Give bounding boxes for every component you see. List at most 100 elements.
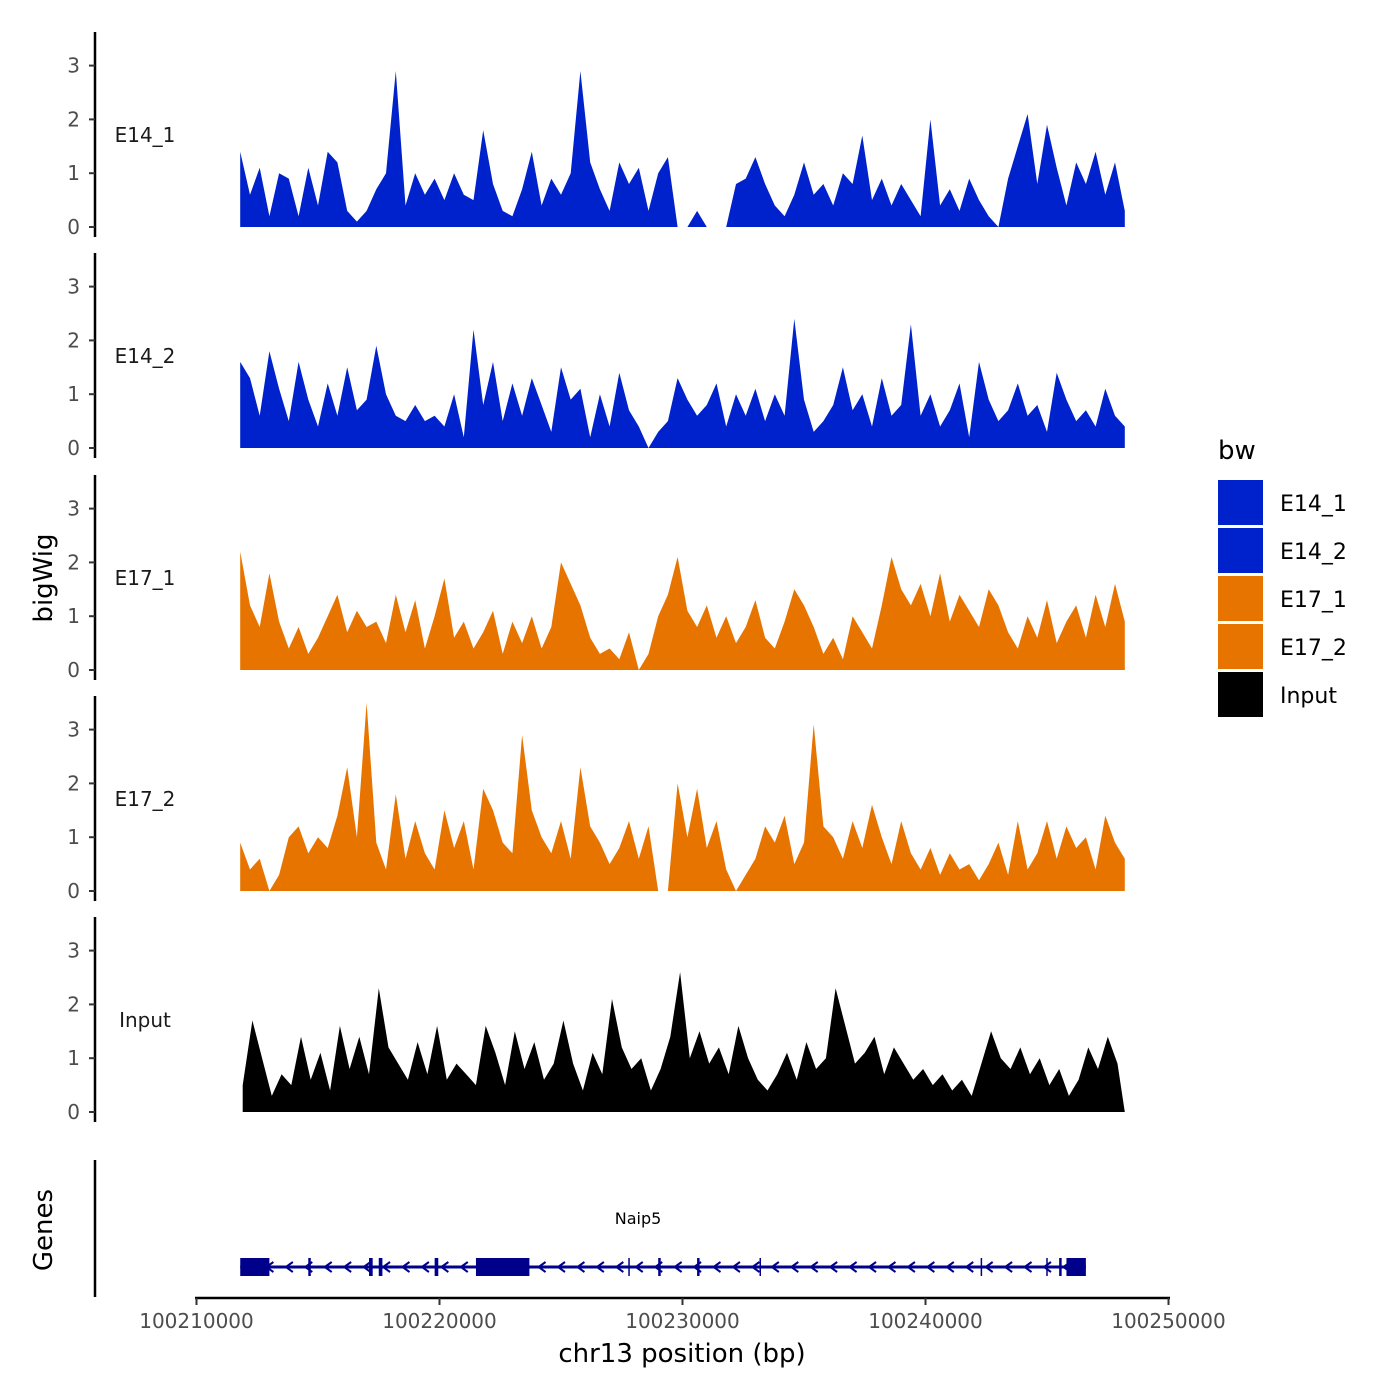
y-tick-label: 0	[67, 215, 80, 239]
gene-exon	[240, 1258, 270, 1276]
signal-tracks: 0 1 2 3 E14_1 0 1 2 3 E14_2 0 1 2 3 E17_1 0 1 2 3 E17_2 0 1 2 3…	[67, 32, 1125, 1124]
strand-arrow	[945, 1261, 955, 1273]
track-label: Input	[119, 1008, 171, 1032]
strand-arrow	[361, 1261, 372, 1273]
gene-track: Naip5	[93, 1160, 1086, 1297]
x-axis-title: chr13 position (bp)	[558, 1339, 805, 1369]
strand-arrow	[847, 1261, 858, 1273]
track-e14_1: 0 1 2 3 E14_1	[67, 32, 1125, 239]
x-tick-label: 100250000	[1111, 1309, 1226, 1333]
track-label: E17_2	[115, 787, 176, 811]
gene-exon	[475, 1258, 530, 1276]
gene-exon	[434, 1258, 439, 1276]
y-tick-label: 3	[67, 54, 80, 78]
y-tick-label: 3	[67, 497, 80, 521]
legend-title: bw	[1218, 436, 1256, 466]
gene-exon	[658, 1258, 661, 1276]
strand-arrow	[750, 1261, 760, 1273]
gene-exon	[378, 1258, 383, 1276]
strand-arrow	[1022, 1261, 1033, 1273]
y-axis-title: bigWig	[29, 533, 59, 622]
y-tick-label: 0	[67, 1100, 80, 1124]
strand-arrow	[1003, 1261, 1013, 1273]
x-tick-label: 100240000	[868, 1309, 983, 1333]
y-tick-label: 2	[67, 328, 80, 352]
legend-label-e14_2: E14_2	[1280, 540, 1347, 565]
strand-arrow	[595, 1261, 605, 1273]
y-tick-label: 1	[67, 382, 80, 406]
gene-exon	[697, 1258, 700, 1276]
track-label: E14_2	[115, 344, 176, 368]
track-label: E14_1	[115, 123, 176, 147]
strand-arrow	[536, 1261, 547, 1273]
x-tick-label: 100220000	[382, 1309, 497, 1333]
strand-arrow	[808, 1261, 819, 1273]
legend-swatch-e17_2	[1218, 624, 1263, 669]
strand-arrow	[1042, 1261, 1052, 1273]
strand-arrow	[906, 1261, 916, 1273]
y-tick-label: 0	[67, 879, 80, 903]
strand-arrow	[400, 1261, 411, 1273]
strand-arrow	[322, 1261, 333, 1273]
x-tick-label: 100230000	[625, 1309, 740, 1333]
y-tick-label: 0	[67, 658, 80, 682]
track-e14_2: 0 1 2 3 E14_2	[67, 253, 1125, 460]
strand-arrow	[711, 1261, 722, 1273]
y-tick-label: 2	[67, 550, 80, 574]
strand-arrow	[575, 1261, 586, 1273]
strand-arrow	[459, 1261, 469, 1273]
y-tick-label: 3	[67, 939, 80, 963]
y-tick-label: 3	[67, 718, 80, 742]
legend-label-e14_1: E14_1	[1280, 492, 1347, 517]
x-axis: 100210000 100220000 100230000 100240000 1002…	[139, 1296, 1226, 1333]
legend-swatch-e17_1	[1218, 576, 1263, 621]
legend-label-input: Input	[1280, 684, 1337, 709]
y-tick-label: 2	[67, 771, 80, 795]
legend-label-e17_1: E17_1	[1280, 588, 1347, 613]
gene-exon	[1059, 1258, 1062, 1276]
strand-arrow	[828, 1261, 838, 1273]
gene-exon	[1066, 1258, 1086, 1276]
strand-arrow	[886, 1261, 897, 1273]
x-tick-label: 100210000	[139, 1309, 254, 1333]
y-tick-label: 2	[67, 107, 80, 131]
legend-swatch-e14_1	[1218, 480, 1263, 525]
strand-arrow	[342, 1261, 352, 1273]
strand-arrow	[731, 1261, 741, 1273]
strand-arrow	[925, 1261, 935, 1273]
legend-swatch-e14_2	[1218, 528, 1263, 573]
legend-label-e17_2: E17_2	[1280, 636, 1347, 661]
strand-arrow	[556, 1261, 566, 1273]
gene-exon	[308, 1258, 311, 1276]
strand-arrow	[614, 1261, 624, 1273]
y-tick-label: 1	[67, 825, 80, 849]
strand-arrow	[672, 1261, 683, 1273]
y-tick-label: 1	[67, 1046, 80, 1070]
strand-arrow	[420, 1261, 430, 1273]
strand-arrow	[284, 1261, 294, 1273]
track-e17_2: 0 1 2 3 E17_2	[67, 696, 1125, 903]
genes-axis-title: Genes	[29, 1189, 59, 1271]
track-e17_1: 0 1 2 3 E17_1	[67, 475, 1125, 682]
track-input: 0 1 2 3 Input	[67, 917, 1125, 1124]
strand-arrow	[634, 1261, 644, 1273]
area-e17_2	[240, 702, 1125, 891]
y-tick-label: 2	[67, 992, 80, 1016]
gene-exon	[369, 1258, 373, 1276]
legend-swatch-input	[1218, 672, 1263, 717]
strand-arrow	[789, 1261, 799, 1273]
strand-arrow	[381, 1261, 391, 1273]
strand-arrow	[770, 1261, 780, 1273]
y-tick-label: 0	[67, 436, 80, 460]
strand-arrow	[867, 1261, 877, 1273]
area-e17_1	[240, 551, 1125, 670]
track-label: E17_1	[115, 566, 176, 590]
legend: bw E14_1 E14_2 E17_1 E17_2 Input	[1218, 436, 1347, 717]
area-input	[242, 972, 1125, 1112]
y-tick-label: 3	[67, 275, 80, 299]
y-tick-label: 1	[67, 604, 80, 628]
y-tick-label: 1	[67, 161, 80, 185]
strand-arrow	[439, 1261, 449, 1273]
gene-name-label: Naip5	[615, 1209, 662, 1228]
